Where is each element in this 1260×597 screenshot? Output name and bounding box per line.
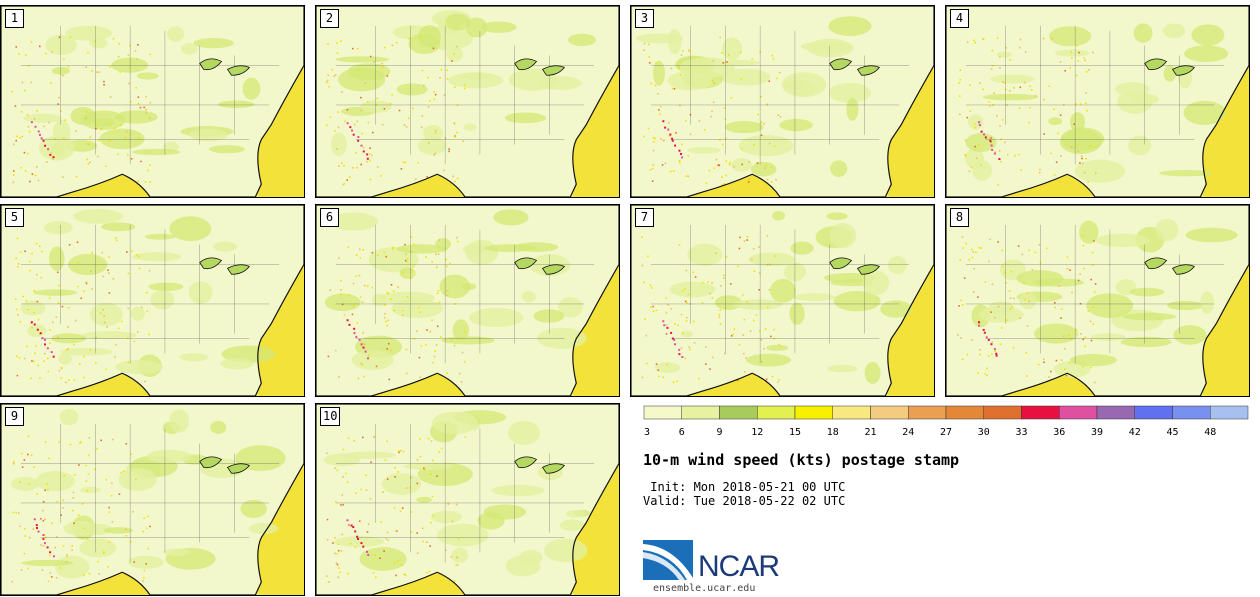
wind-speed-map xyxy=(631,205,934,396)
member-number-label: 7 xyxy=(635,208,654,227)
colorbar-swatch xyxy=(719,405,758,420)
colorbar-tick-label: 27 xyxy=(940,427,952,438)
colorbar-swatch xyxy=(908,405,947,420)
wind-speed-map xyxy=(1,404,304,595)
colorbar-swatch xyxy=(945,405,984,420)
wind-speed-map xyxy=(946,205,1249,396)
ensemble-member-panel-1: 1 xyxy=(0,5,305,198)
ncar-logo-icon xyxy=(643,540,693,580)
member-number-label: 3 xyxy=(635,9,654,28)
chart-title: 10-m wind speed (kts) postage stamp xyxy=(643,451,960,469)
wind-speed-map xyxy=(1,205,304,396)
colorbar-swatch xyxy=(1210,405,1249,420)
colorbar-tick-label: 33 xyxy=(1015,427,1027,438)
valid-time: Valid: Tue 2018-05-22 02 UTC xyxy=(643,494,846,508)
colorbar-tick-label: 30 xyxy=(978,427,990,438)
member-number-label: 10 xyxy=(320,407,341,426)
colorbar-swatch xyxy=(1096,405,1135,420)
member-number-label: 5 xyxy=(5,208,24,227)
colorbar-tick-label: 12 xyxy=(751,427,763,438)
colorbar-swatch xyxy=(983,405,1022,420)
colorbar-tick-label: 48 xyxy=(1204,427,1216,438)
colorbar-swatch xyxy=(794,405,833,420)
member-number-label: 8 xyxy=(950,208,969,227)
colorbar-swatch xyxy=(832,405,871,420)
ensemble-member-panel-5: 5 xyxy=(0,204,305,397)
colorbar-tick-label: 45 xyxy=(1166,427,1178,438)
colorbar-swatch xyxy=(870,405,909,420)
ensemble-member-panel-7: 7 xyxy=(630,204,935,397)
ensemble-member-panel-8: 8 xyxy=(945,204,1250,397)
ensemble-member-panel-9: 9 xyxy=(0,403,305,596)
colorbar-tick-label: 21 xyxy=(864,427,876,438)
colorbar-swatch xyxy=(757,405,796,420)
wind-speed-map xyxy=(316,6,619,197)
ensemble-member-panel-2: 2 xyxy=(315,5,620,198)
colorbar-tick-label: 6 xyxy=(679,427,685,438)
colorbar-tick-label: 9 xyxy=(716,427,722,438)
colorbar-tick-label: 39 xyxy=(1091,427,1103,438)
colorbar-tick-label: 18 xyxy=(827,427,839,438)
colorbar-swatch xyxy=(681,405,720,420)
member-number-label: 4 xyxy=(950,9,969,28)
colorbar-tick-label: 3 xyxy=(644,427,650,438)
colorbar-tick-label: 42 xyxy=(1129,427,1141,438)
ensemble-member-panel-3: 3 xyxy=(630,5,935,198)
colorbar-tick-label: 24 xyxy=(902,427,914,438)
ensemble-member-panel-6: 6 xyxy=(315,204,620,397)
member-number-label: 6 xyxy=(320,208,339,227)
wind-speed-map xyxy=(316,205,619,396)
member-number-label: 9 xyxy=(5,407,24,426)
wind-speed-map xyxy=(946,6,1249,197)
wind-speed-map xyxy=(316,404,619,595)
wind-speed-map xyxy=(631,6,934,197)
colorbar-swatch xyxy=(643,405,682,420)
colorbar-swatch xyxy=(1134,405,1173,420)
wind-speed-map xyxy=(1,6,304,197)
logo-wordmark: NCAR xyxy=(698,550,780,583)
colorbar-swatch xyxy=(1021,405,1060,420)
member-number-label: 1 xyxy=(5,9,24,28)
colorbar: 3 6 9 12 15 18 21 24 27 30 33 36 39 42 45 48 xyxy=(643,405,1249,438)
colorbar-tick-label: 36 xyxy=(1053,427,1065,438)
site-url: ensemble.ucar.edu xyxy=(653,583,756,594)
colorbar-tick-label: 15 xyxy=(789,427,801,438)
ensemble-member-panel-4: 4 xyxy=(945,5,1250,198)
colorbar-swatch xyxy=(1059,405,1098,420)
ensemble-member-panel-10: 10 xyxy=(315,403,620,596)
init-time: Init: Mon 2018-05-21 00 UTC xyxy=(643,480,846,494)
member-number-label: 2 xyxy=(320,9,339,28)
colorbar-swatch xyxy=(1172,405,1211,420)
